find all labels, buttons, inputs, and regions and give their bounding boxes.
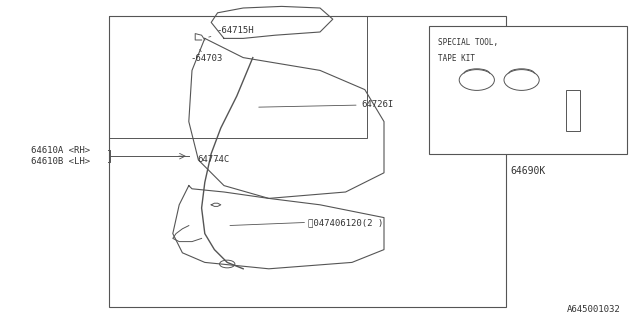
Text: 64690K: 64690K [510,166,546,176]
Text: -64715H: -64715H [209,26,254,37]
Text: A645001032: A645001032 [567,305,621,314]
Bar [109,16,506,307]
Text: -64703: -64703 [191,50,223,63]
Text: SPECIAL TOOL,: SPECIAL TOOL, [438,38,499,47]
Text: TAPE KIT: TAPE KIT [438,54,476,63]
Bar [429,26,627,154]
Text: 64726I: 64726I [259,100,394,109]
Bar [109,16,367,138]
Text: Ⓢ047406120(2 ): Ⓢ047406120(2 ) [308,218,384,227]
Ellipse shape [504,70,540,91]
Bar [566,90,580,131]
Text: 64610B <LH>: 64610B <LH> [31,157,90,166]
Text: 64774C: 64774C [197,155,229,164]
Text: 64610A <RH>: 64610A <RH> [31,146,90,155]
Ellipse shape [460,70,495,91]
